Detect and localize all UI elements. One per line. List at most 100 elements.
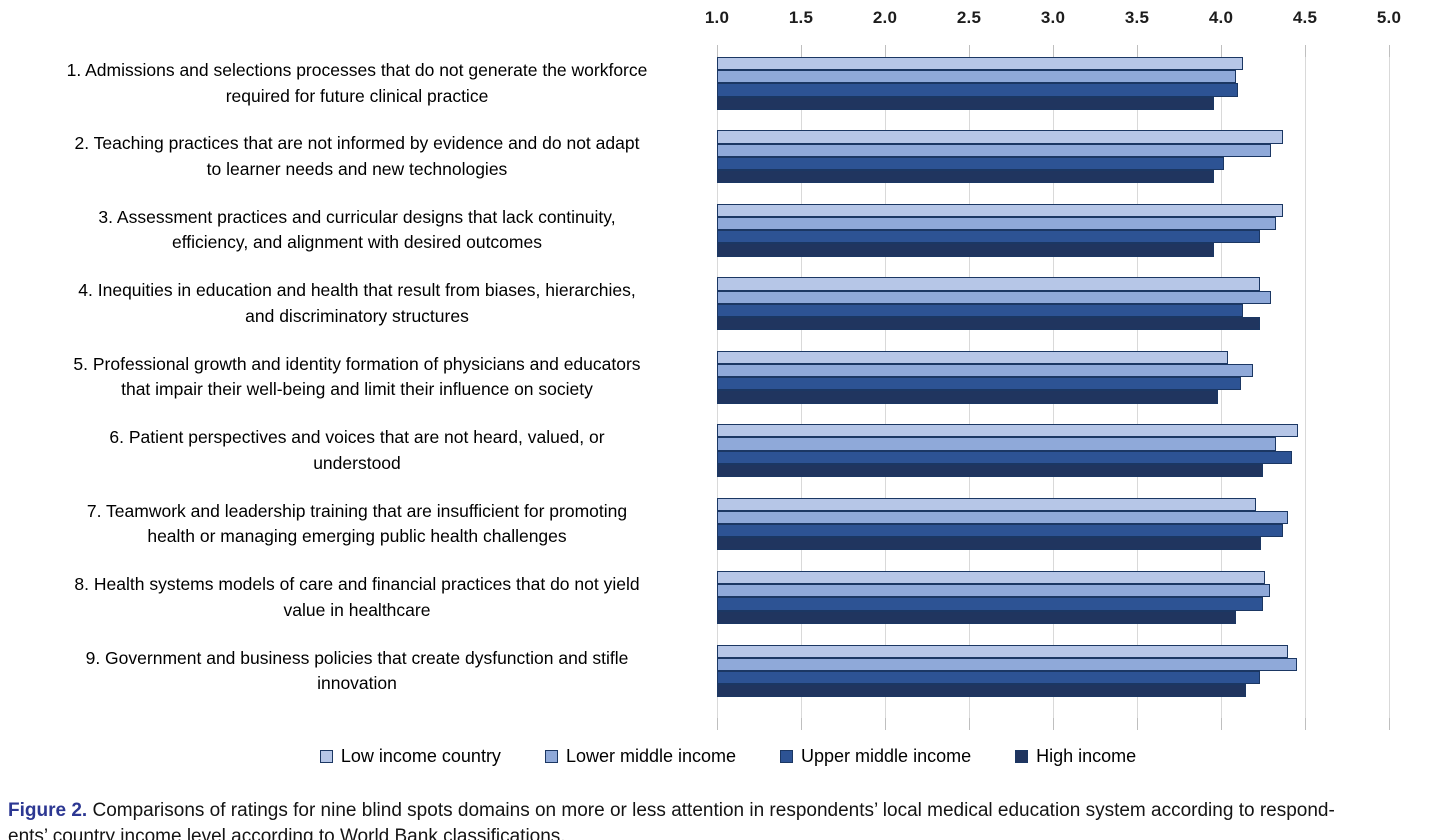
legend-swatch-icon [780, 749, 794, 763]
figure-caption-label: Figure 2. [8, 800, 88, 821]
bar [717, 657, 1297, 671]
bar [717, 83, 1238, 97]
bar [717, 684, 1247, 698]
category-label: 9. Government and business policies that… [85, 647, 629, 694]
bar [717, 644, 1289, 658]
bar [717, 290, 1272, 304]
bar [717, 70, 1237, 84]
bar [717, 303, 1243, 317]
legend-swatch-icon [1015, 749, 1029, 763]
axis-tick-label: 5.0 [1376, 8, 1402, 27]
bar [717, 510, 1289, 525]
axis-tick [1221, 45, 1222, 57]
bar [717, 610, 1237, 624]
bar-group [717, 350, 1391, 424]
legend-item: Upper middle income [780, 746, 971, 767]
gridline [1305, 57, 1306, 718]
bar [717, 524, 1284, 538]
category-label: 7. Teamwork and leadership training that… [86, 500, 628, 547]
legend-label: Low income country [340, 745, 501, 766]
axis-tick-label: 2.5 [956, 8, 982, 27]
bar [717, 390, 1218, 404]
bar [717, 670, 1260, 685]
axis-tick [1305, 45, 1306, 57]
legend-swatch-icon [319, 749, 333, 763]
figure-caption-line2: ents’ country income level according to … [8, 825, 566, 840]
bar [717, 497, 1257, 511]
axis-tick [885, 45, 886, 57]
bar [717, 57, 1243, 71]
axis-tick-label: 1.0 [704, 8, 730, 27]
bar [717, 463, 1263, 477]
legend-label: High income [1036, 745, 1137, 766]
bar [717, 537, 1262, 551]
bar [717, 450, 1292, 464]
category-label: 4. Inequities in education and health th… [78, 280, 636, 326]
category-label: 2. Teaching practices that are not infor… [74, 133, 640, 179]
bar [717, 350, 1228, 364]
bar [717, 143, 1272, 157]
axis-tick [1389, 718, 1390, 730]
axis-tick [1137, 718, 1138, 730]
bar [717, 571, 1265, 585]
axis-tick-label: 4.0 [1208, 8, 1234, 27]
bar-group [717, 644, 1391, 718]
plot-area [717, 57, 1391, 730]
figure-caption: Figure 2. Comparisons of ratings for nin… [8, 798, 1454, 840]
bar-group [717, 277, 1391, 350]
bar [717, 363, 1253, 378]
bar [717, 437, 1277, 451]
bar [717, 377, 1242, 391]
bar-group [717, 424, 1391, 497]
gridline [1389, 57, 1390, 718]
axis-tick [1221, 718, 1222, 730]
bar [717, 424, 1299, 438]
axis-tick [1137, 45, 1138, 57]
axis-tick [885, 718, 886, 730]
axis-tick [717, 45, 718, 57]
axis-tick-label: 2.0 [872, 8, 898, 27]
category-labels-column: 1. Admissions and selections processes t… [0, 57, 706, 718]
bar-group [717, 571, 1391, 644]
axis-tick [801, 45, 802, 57]
axis-tick-label: 3.0 [1040, 8, 1066, 27]
axis-tick [969, 45, 970, 57]
bar-group [717, 57, 1391, 130]
bar [717, 203, 1284, 218]
legend-item: Lower middle income [544, 745, 737, 767]
legend-swatch-icon [544, 749, 558, 763]
axis-tick [1305, 718, 1306, 730]
category-label: 3. Assessment practices and curricular d… [98, 206, 616, 253]
bar [717, 243, 1215, 257]
bar-group [717, 497, 1391, 571]
bar-group [717, 203, 1391, 277]
category-label: 5. Professional growth and identity form… [73, 353, 641, 400]
bar-group [717, 130, 1391, 203]
bar [717, 156, 1225, 170]
bar [717, 130, 1284, 144]
category-label: 8. Health systems models of care and fin… [74, 574, 640, 620]
bar [717, 217, 1277, 231]
bar [717, 96, 1215, 110]
axis-tick [801, 718, 802, 730]
category-label: 6. Patient perspectives and voices that … [109, 427, 605, 473]
legend-label: Upper middle income [801, 745, 972, 766]
bar [717, 316, 1260, 331]
legend-item: Low income country [319, 745, 501, 767]
legend-item: High income [1015, 746, 1136, 767]
bar [717, 584, 1270, 598]
axis-tick [1053, 718, 1054, 730]
axis-tick [1389, 45, 1390, 57]
figure-caption-line1: Comparisons of ratings for nine blind sp… [92, 800, 1335, 821]
axis-tick-label: 1.5 [788, 8, 814, 27]
bar [717, 597, 1263, 611]
axis-tick [969, 718, 970, 730]
legend: Low income country Lower middle income Upp… [0, 742, 1456, 770]
legend-label: Lower middle income [565, 745, 737, 766]
category-label: 1. Admissions and selections processes t… [66, 60, 648, 106]
axis-tick-label: 4.5 [1292, 8, 1318, 27]
axis-tick [1053, 45, 1054, 57]
axis-tick-label: 3.5 [1124, 8, 1150, 27]
bar [717, 277, 1260, 291]
